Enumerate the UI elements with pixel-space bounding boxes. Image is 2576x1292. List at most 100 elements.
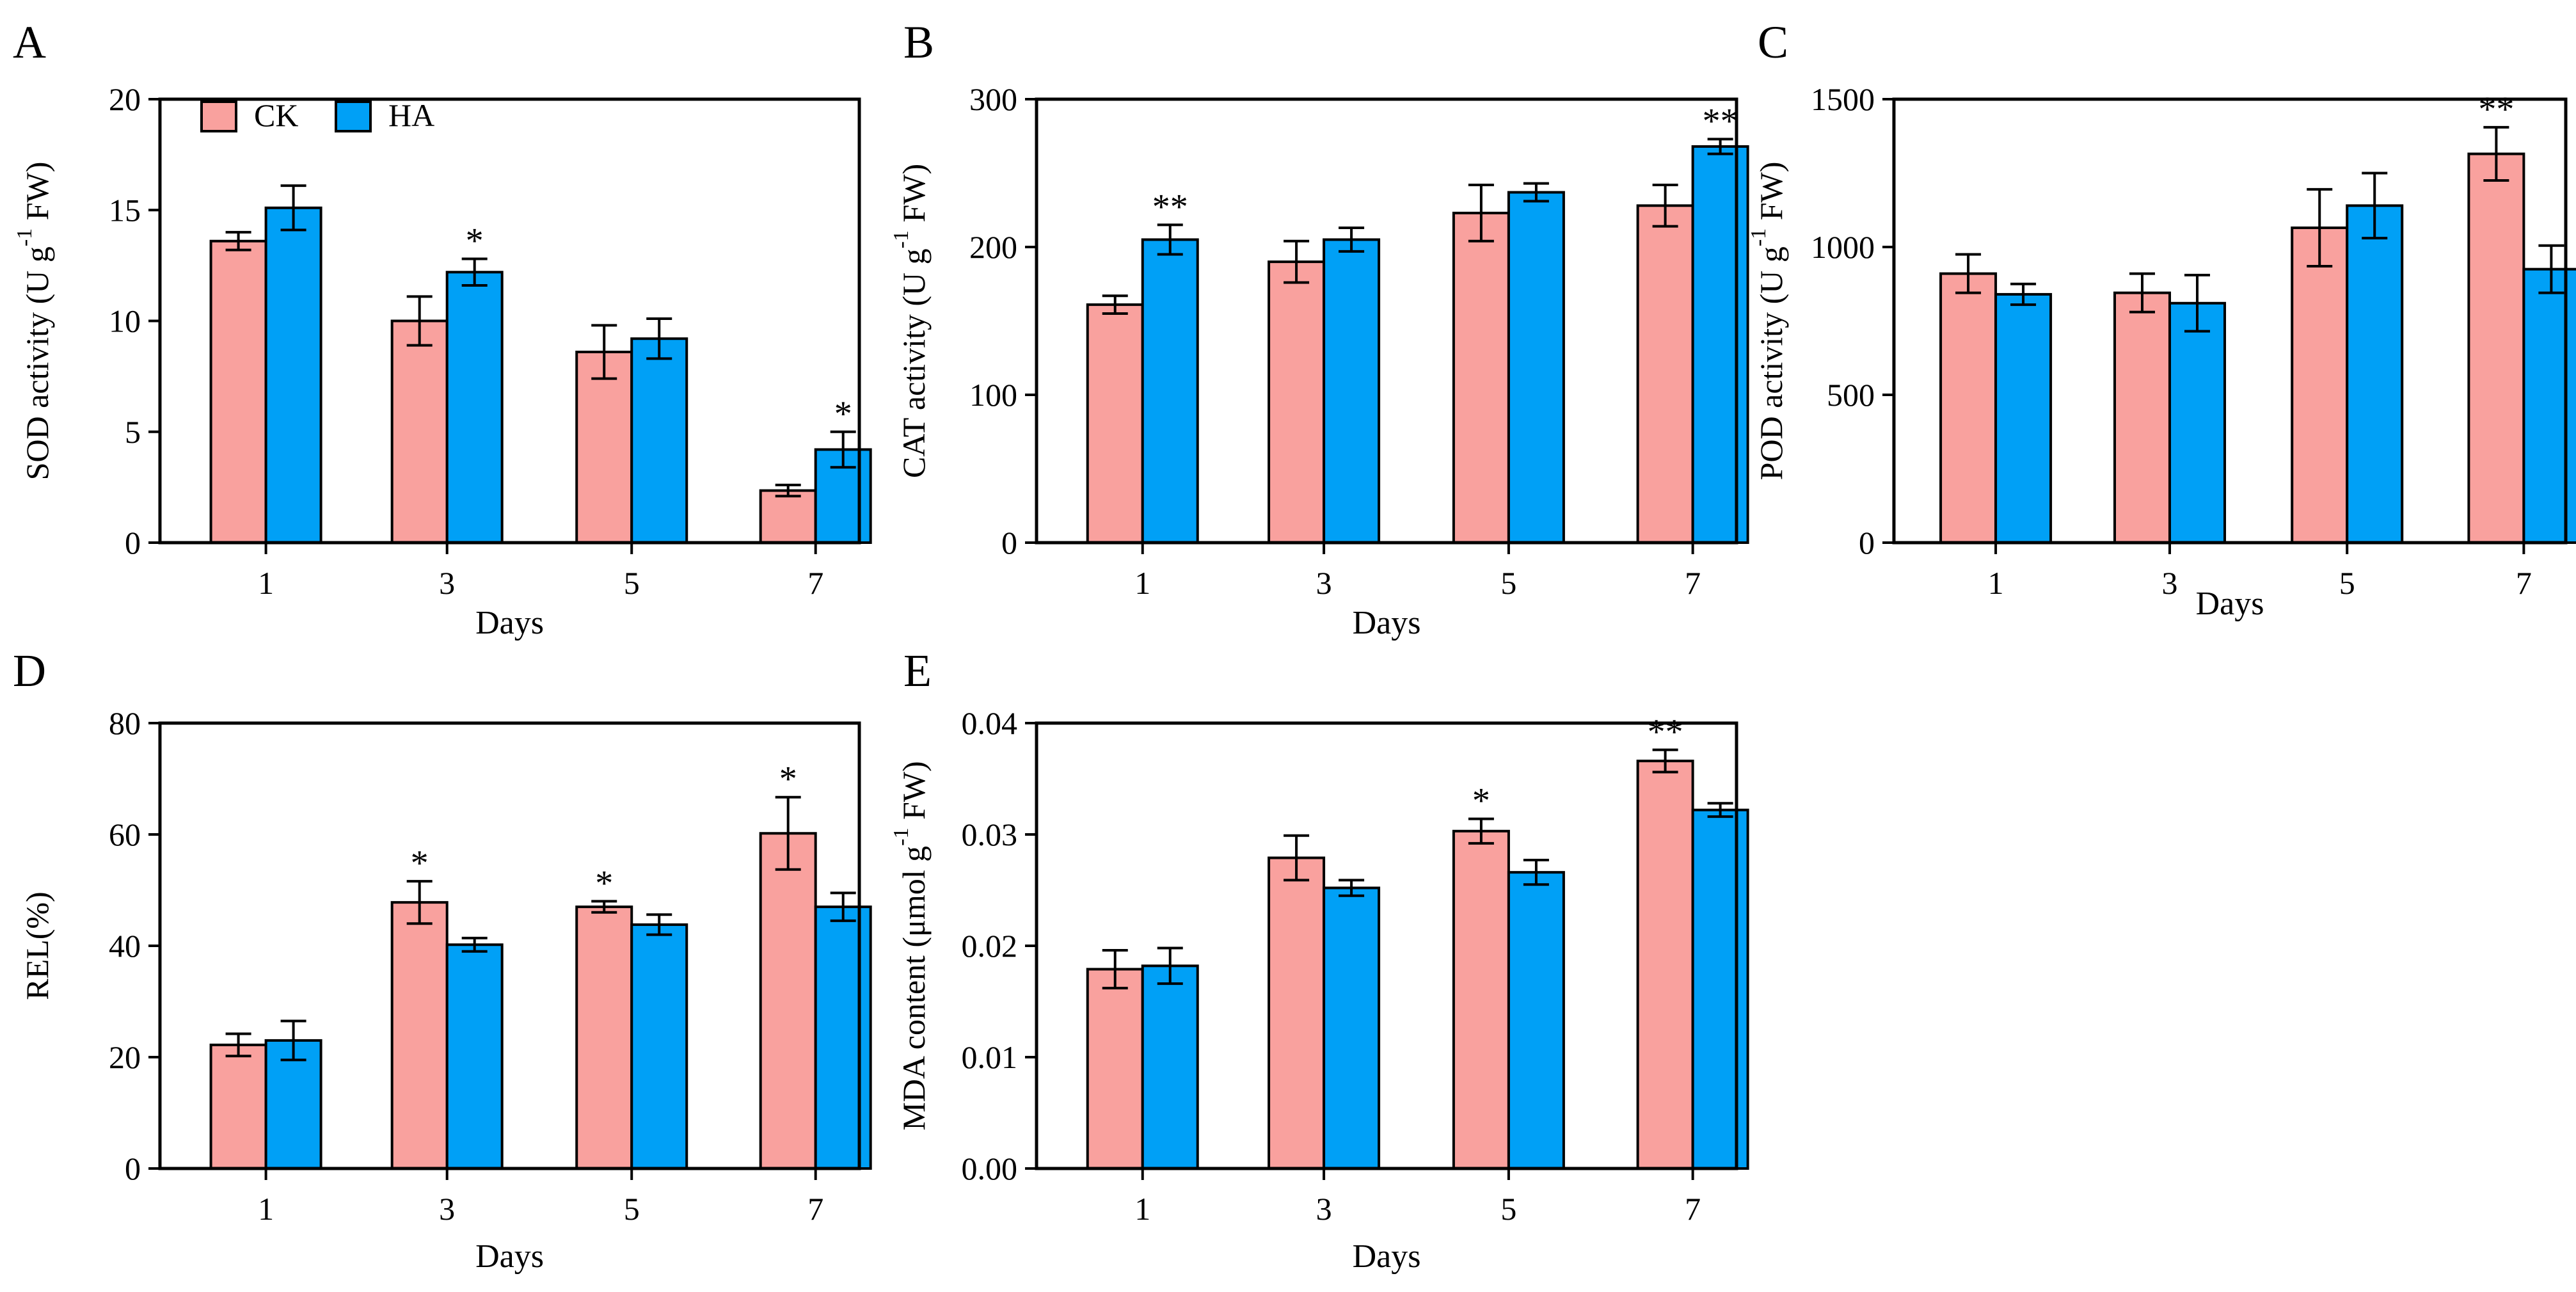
y-label-superscript: -1 (889, 230, 913, 248)
y-tick-label: 0.04 (962, 705, 1018, 741)
y-tick-label: 0.00 (962, 1151, 1018, 1186)
x-tick-label: 3 (1316, 565, 1332, 601)
bar-ck (1268, 856, 1326, 1170)
legend: CK HA (200, 97, 434, 133)
bar-ha (1323, 886, 1381, 1170)
y-tick-label: 100 (969, 377, 1017, 413)
y-tick-label: 300 (969, 81, 1017, 117)
significance-mark: ** (1152, 187, 1188, 227)
bar-ha (1141, 964, 1199, 1170)
significance-mark: ** (2478, 90, 2514, 129)
bar-ha (1691, 145, 1749, 545)
bar-ha (445, 943, 504, 1170)
legend-label: HA (388, 97, 434, 133)
bar-ck (209, 1043, 267, 1170)
bar-ck (1086, 303, 1144, 544)
plot-frame (158, 97, 861, 545)
panel-letter: D (13, 645, 46, 696)
bar-ck (759, 489, 817, 545)
plot-frame (158, 721, 861, 1170)
x-tick-label: 7 (1685, 1191, 1701, 1227)
bar-ha (1323, 238, 1381, 544)
bar-ck (2113, 291, 2172, 544)
bar-ha (1141, 238, 1199, 544)
panel-letter: A (13, 17, 46, 68)
x-tick-label: 3 (2162, 565, 2178, 601)
x-tick-label: 5 (2339, 565, 2355, 601)
y-axis-label: CAT activity (U g-1 FW) (889, 164, 932, 478)
significance-mark: * (834, 394, 852, 434)
plot-frame (1035, 97, 1738, 545)
x-tick-label: 1 (1134, 565, 1150, 601)
x-tick-label: 1 (258, 565, 274, 601)
panel-E: E 1 3 * 5 ** 7 0.00 0.01 0.02 0.03 0.04 Days MDA cont… (889, 645, 1749, 1275)
y-tick-label: 1500 (1811, 81, 1875, 117)
bar-ck (575, 351, 633, 544)
bar-ck (759, 832, 817, 1170)
plot-frame (1035, 721, 1738, 1170)
y-axis-label: SOD activity (U g-1 FW) (13, 162, 55, 481)
bar-ha (630, 337, 688, 544)
bar-ha (264, 206, 322, 545)
bar-ck (1086, 968, 1144, 1170)
y-tick-label: 0 (125, 1151, 141, 1186)
y-tick-label: 15 (109, 192, 141, 228)
bar-ck (2291, 226, 2349, 544)
y-tick-label: 0 (1859, 525, 1875, 561)
bar-ha (1507, 871, 1565, 1170)
bar-ck (1636, 760, 1694, 1170)
significance-mark: * (466, 221, 484, 260)
x-tick-label: 5 (624, 565, 640, 601)
legend-label: CK (254, 97, 298, 133)
y-tick-label: 0.03 (962, 817, 1018, 852)
y-tick-label: 80 (109, 705, 141, 741)
bar-ha (814, 905, 872, 1170)
legend-swatch (200, 100, 237, 132)
x-tick-label: 3 (439, 1191, 455, 1227)
panel-C: C 1 3 5 ** 7 0 500 1000 1500 Days POD activity (U g… (1747, 17, 2576, 622)
x-tick-label: 3 (439, 565, 455, 601)
y-tick-label: 1000 (1811, 229, 1875, 265)
x-tick-label: 1 (1134, 1191, 1150, 1227)
x-tick-label: 5 (1500, 1191, 1516, 1227)
bar-ck (1939, 272, 1998, 544)
x-tick-label: 3 (1316, 1191, 1332, 1227)
y-label-superscript: -1 (1747, 228, 1770, 246)
y-tick-label: 0 (1001, 525, 1017, 561)
y-label-part: MDA content (μmol g (896, 846, 932, 1131)
bar-ha (2168, 301, 2227, 544)
bar-ck (575, 905, 633, 1170)
bar-ck (209, 239, 267, 544)
x-axis-label: Days (2196, 586, 2264, 622)
y-axis-label: REL(%) (19, 891, 55, 1000)
y-tick-label: 10 (109, 303, 141, 339)
y-tick-label: 20 (109, 1039, 141, 1075)
y-tick-label: 20 (109, 81, 141, 117)
y-label-superscript: -1 (889, 828, 913, 846)
bar-ha (1691, 808, 1749, 1170)
bar-ck (1268, 260, 1326, 544)
x-axis-label: Days (1353, 605, 1421, 641)
x-tick-label: 7 (2516, 565, 2532, 601)
bar-ha (2346, 204, 2404, 544)
panel-letter: C (1758, 17, 1788, 68)
panel-A: A 1 * 3 5 * 7 0 5 10 15 20 Days SOD activity (U g-1 F… (13, 17, 872, 641)
panel-B: B ** 1 3 5 ** 7 0 100 200 300 Days CAT activity (U g… (889, 17, 1749, 641)
bar-ck (1452, 829, 1510, 1170)
panel-letter: E (903, 645, 932, 696)
y-axis-label: POD activity (U g-1 FW) (1747, 162, 1789, 481)
significance-mark: * (1472, 781, 1490, 821)
x-axis-label: Days (1353, 1238, 1421, 1275)
x-tick-label: 7 (807, 565, 823, 601)
y-label-part: FW) (896, 761, 932, 827)
bar-ck (390, 901, 449, 1170)
y-label-superscript: -1 (13, 228, 36, 246)
bar-ck (1636, 204, 1694, 544)
bar-ha (445, 271, 504, 544)
y-label-part: POD activity (U g (1753, 246, 1789, 480)
bar-ck (390, 319, 449, 544)
significance-mark: * (411, 843, 429, 883)
y-label-part: FW) (1753, 162, 1789, 228)
y-label-part: FW) (896, 164, 932, 230)
